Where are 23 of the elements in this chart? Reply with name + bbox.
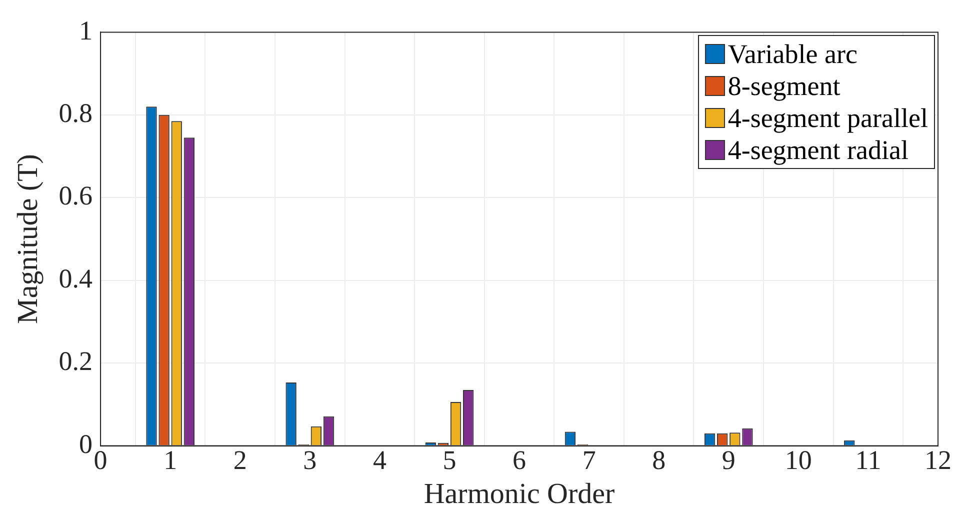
x-tick-label: 11 — [855, 445, 882, 476]
y-axis-title: Magnitude (T) — [12, 154, 44, 324]
x-tick-label: 9 — [722, 445, 736, 476]
x-axis-title: Harmonic Order — [424, 478, 616, 510]
y-tick-label: 0.2 — [58, 346, 93, 376]
x-tick-label: 4 — [372, 445, 387, 476]
x-tick-label: 6 — [512, 445, 526, 476]
y-tick-label: 1 — [79, 15, 93, 46]
x-tick-label: 3 — [303, 445, 317, 476]
y-tick-label: 0.6 — [58, 180, 93, 211]
x-tick-label: 10 — [784, 445, 812, 476]
x-tick-label: 2 — [233, 445, 247, 476]
y-tick-label: 0.4 — [58, 263, 94, 294]
x-tick-label: 1 — [164, 445, 178, 476]
x-tick-label: 5 — [442, 445, 456, 476]
legend-label: 4-segment radial — [728, 134, 909, 166]
x-tick-label: 7 — [582, 445, 596, 476]
x-tick-label: 12 — [924, 445, 952, 476]
legend-label: Variable arc — [728, 38, 858, 70]
x-tick-label: 8 — [652, 445, 666, 476]
y-tick-label: 0.8 — [58, 98, 93, 128]
legend-label: 8-segment — [728, 70, 840, 102]
legend-label: 4-segment parallel — [728, 102, 928, 134]
